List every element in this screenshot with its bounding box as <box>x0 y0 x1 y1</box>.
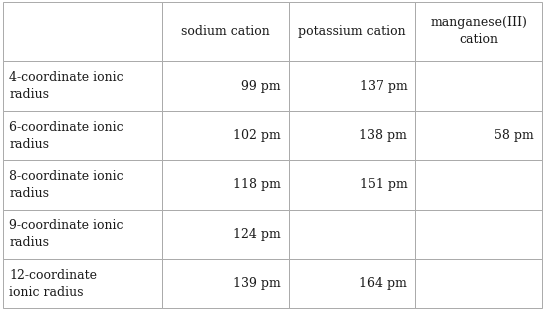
Text: 164 pm: 164 pm <box>360 277 407 290</box>
Text: 137 pm: 137 pm <box>360 80 407 93</box>
Text: sodium cation: sodium cation <box>181 25 270 38</box>
Bar <box>162 210 289 259</box>
Bar <box>289 259 415 308</box>
Bar <box>162 160 289 210</box>
Bar <box>3 111 162 160</box>
Bar <box>289 111 415 160</box>
Text: manganese(III)
cation: manganese(III) cation <box>431 16 528 46</box>
Text: 12-coordinate
ionic radius: 12-coordinate ionic radius <box>9 269 97 299</box>
Bar <box>3 61 162 111</box>
Bar <box>162 61 289 111</box>
Bar <box>3 210 162 259</box>
Bar <box>415 2 542 61</box>
Bar <box>415 160 542 210</box>
Text: 139 pm: 139 pm <box>233 277 281 290</box>
Text: 9-coordinate ionic
radius: 9-coordinate ionic radius <box>9 219 124 249</box>
Bar <box>3 2 162 61</box>
Bar <box>162 111 289 160</box>
Text: 151 pm: 151 pm <box>360 179 407 191</box>
Text: 118 pm: 118 pm <box>233 179 281 191</box>
Bar <box>289 210 415 259</box>
Bar <box>162 259 289 308</box>
Bar <box>415 210 542 259</box>
Text: potassium cation: potassium cation <box>298 25 406 38</box>
Text: 138 pm: 138 pm <box>360 129 407 142</box>
Text: 102 pm: 102 pm <box>233 129 281 142</box>
Text: 4-coordinate ionic
radius: 4-coordinate ionic radius <box>9 71 124 101</box>
Text: 58 pm: 58 pm <box>494 129 534 142</box>
Bar <box>289 61 415 111</box>
Bar <box>3 160 162 210</box>
Bar <box>415 259 542 308</box>
Text: 6-coordinate ionic
radius: 6-coordinate ionic radius <box>9 121 124 151</box>
Bar <box>289 2 415 61</box>
Bar <box>3 259 162 308</box>
Bar <box>162 2 289 61</box>
Text: 8-coordinate ionic
radius: 8-coordinate ionic radius <box>9 170 124 200</box>
Text: 99 pm: 99 pm <box>241 80 281 93</box>
Bar <box>415 111 542 160</box>
Bar <box>289 160 415 210</box>
Text: 124 pm: 124 pm <box>233 228 281 241</box>
Bar <box>415 61 542 111</box>
